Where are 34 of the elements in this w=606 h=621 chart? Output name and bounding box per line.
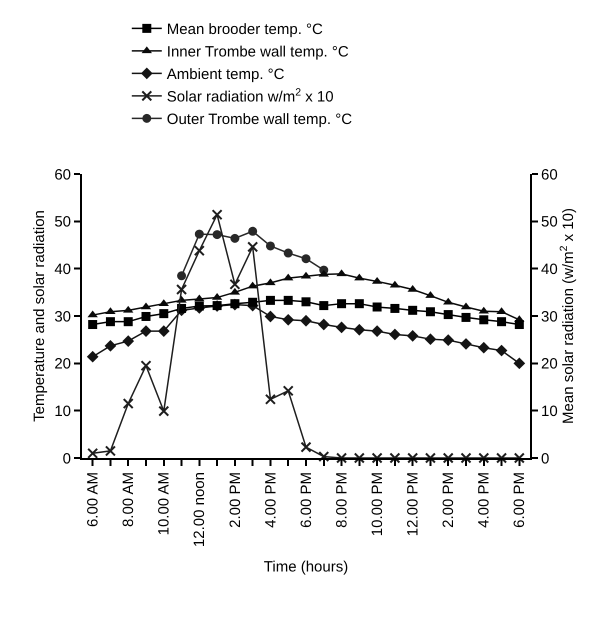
x-tick-label: 8.00 AM [120,472,138,528]
x-tick-label: 12.00 noon [191,472,208,548]
legend-label: Ambient temp. °C [166,66,285,84]
y-tick-label: 20 [54,356,71,373]
x-axis-title: Time (hours) [264,558,348,576]
y2-tick-label: 20 [541,356,558,373]
y-tick-label: 10 [54,402,71,420]
x-tick-label: 4.00 PM [476,472,493,528]
y-tick-label: 30 [54,308,71,326]
x-tick-label: 12.00 PM [404,472,422,536]
y2-tick-label: 10 [541,402,558,420]
x-tick-label: 8.00 PM [333,472,350,528]
x-tick-label: 2.00 PM [226,472,244,528]
x-tick-label: 2.00 PM [440,472,458,528]
y2-tick-label: 60 [541,166,558,184]
y2-tick-label: 50 [541,214,558,231]
y-axis-title: Temperature and solar radiation [31,210,48,422]
x-tick-label: 10.00 AM [156,472,173,536]
y-tick-label: 50 [54,214,71,231]
x-tick-label: 6.00 PM [298,472,315,528]
legend-label: Outer Trombe wall temp. °C [166,111,352,128]
legend-label: Inner Trombe wall temp. °C [166,44,349,61]
y-tick-label: 0 [62,450,71,468]
y2-tick-label: 40 [541,260,558,278]
y-tick-label: 40 [54,260,71,278]
legend-label: Solar radiation w/m$^{2}$ x 10 [166,86,334,106]
y-tick-label: 60 [54,166,71,184]
x-tick-label: 4.00 PM [262,472,280,528]
x-tick-label: 6.00 PM [511,472,528,528]
x-tick-label: 6.00 AM [84,472,102,528]
x-tick-label: 10.00 PM [368,472,386,536]
legend-label: Mean brooder temp. °C [166,21,324,38]
y2-tick-label: 0 [541,450,550,468]
y2-tick-label: 30 [541,308,558,326]
